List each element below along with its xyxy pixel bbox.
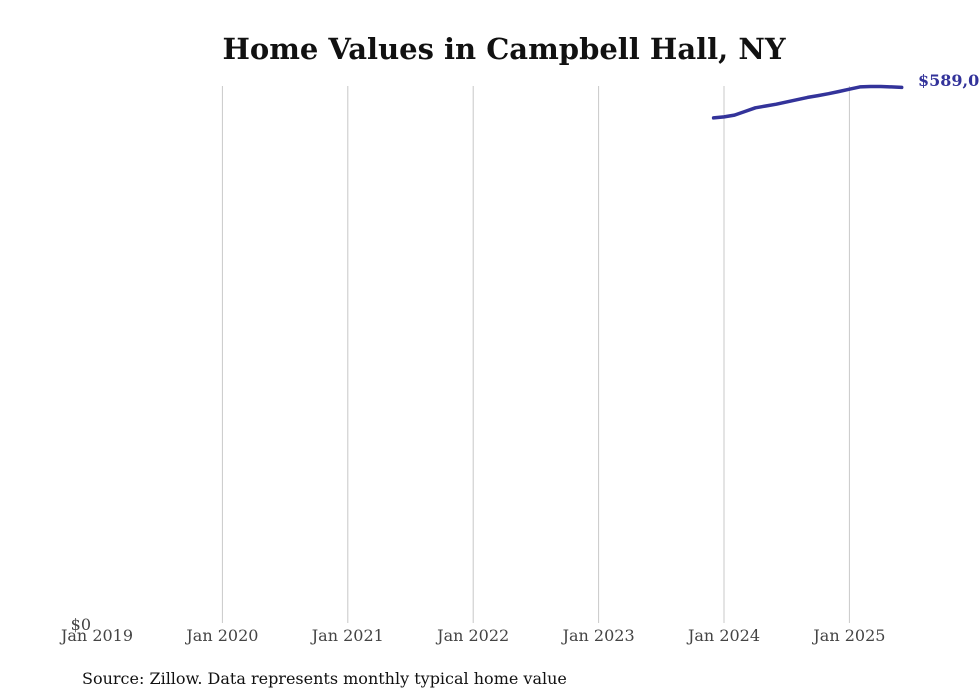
end-value-label: $589,0 [918,71,979,90]
x-axis-ticks: Jan 2019 Jan 2020 Jan 2021 Jan 2022 Jan 2023… [59,626,885,645]
y-tick-label-zero: $0 [71,615,91,634]
x-tick-label: Jan 2020 [184,626,258,645]
x-tick-label: Jan 2019 [59,626,133,645]
x-tick-label: Jan 2022 [435,626,509,645]
x-tick-label: Jan 2025 [811,626,885,645]
x-tick-label: Jan 2024 [686,626,760,645]
chart-title: Home Values in Campbell Hall, NY [222,32,785,66]
home-value-line [711,84,904,120]
x-tick-label: Jan 2023 [561,626,635,645]
x-tick-label: Jan 2021 [310,626,384,645]
gridlines [221,86,850,623]
source-note: Source: Zillow. Data represents monthly … [82,669,567,688]
